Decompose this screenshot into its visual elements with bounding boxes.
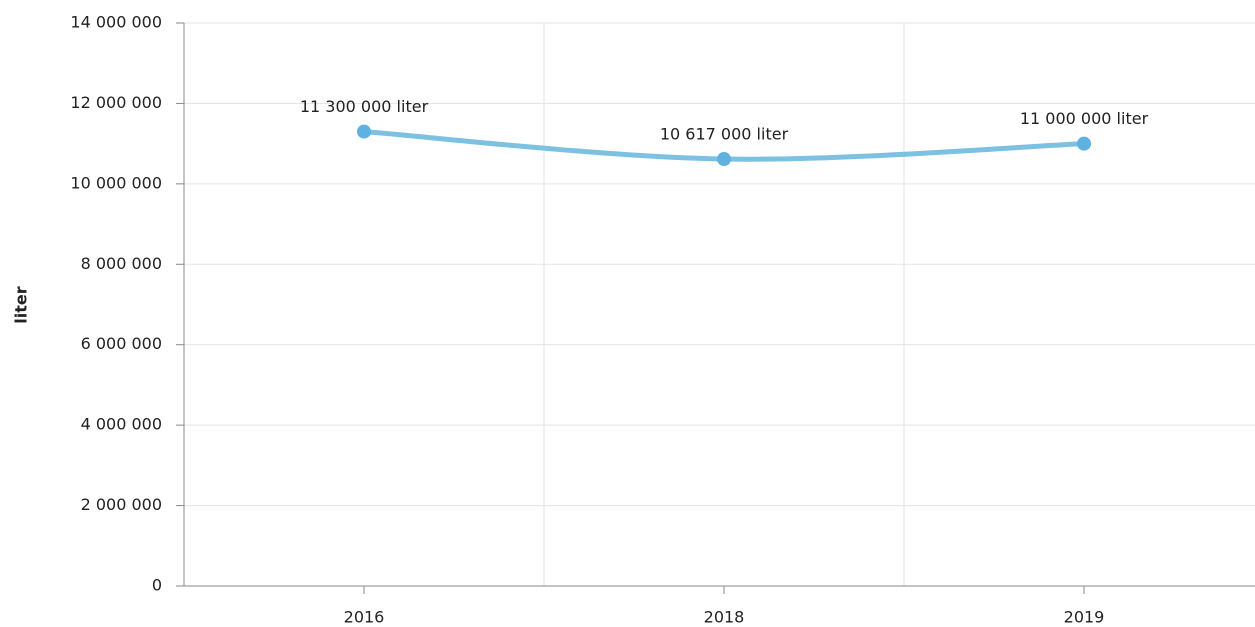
y-axis-label: liter bbox=[12, 286, 31, 323]
y-tick-label: 0 bbox=[152, 576, 162, 595]
y-tick-label: 2 000 000 bbox=[81, 495, 162, 514]
y-tick-label: 4 000 000 bbox=[81, 415, 162, 434]
data-label: 11 000 000 liter bbox=[1020, 109, 1149, 128]
x-tick-label: 2018 bbox=[704, 608, 745, 627]
data-point bbox=[357, 124, 371, 139]
x-tick-label: 2016 bbox=[344, 608, 385, 627]
data-label: 10 617 000 liter bbox=[660, 125, 789, 144]
y-tick-label: 10 000 000 bbox=[70, 173, 162, 192]
y-tick-label: 14 000 000 bbox=[70, 13, 162, 32]
y-tick-label: 12 000 000 bbox=[70, 93, 162, 112]
y-tick-label: 6 000 000 bbox=[81, 334, 162, 353]
x-tick-label: 2019 bbox=[1064, 608, 1105, 627]
data-point bbox=[717, 152, 731, 167]
data-label: 11 300 000 liter bbox=[300, 97, 429, 116]
y-tick-label: 8 000 000 bbox=[81, 254, 162, 273]
data-point bbox=[1077, 136, 1091, 151]
